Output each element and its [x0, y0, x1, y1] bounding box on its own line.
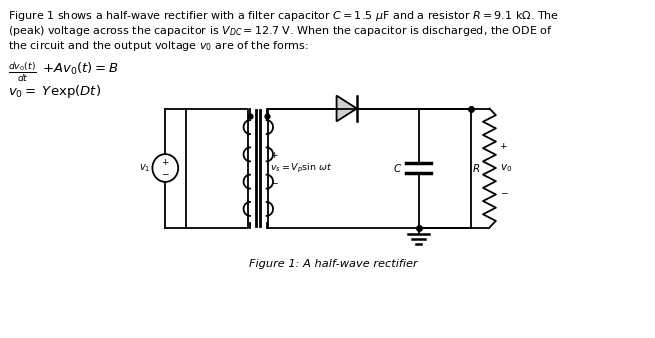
Text: $+ Av_0(t) = B$: $+ Av_0(t) = B$	[42, 61, 119, 77]
Text: Figure 1 shows a half-wave rectifier with a filter capacitor $C = 1.5~\mu$F and : Figure 1 shows a half-wave rectifier wit…	[8, 9, 559, 23]
Text: (peak) voltage across the capacitor is $V_{DC} = 12.7$ V. When the capacitor is : (peak) voltage across the capacitor is $…	[8, 24, 553, 38]
Text: +: +	[162, 158, 169, 167]
Text: Figure 1: A half-wave rectifier: Figure 1: A half-wave rectifier	[249, 259, 417, 269]
Text: $v_s = V_p\sin\,\omega t$: $v_s = V_p\sin\,\omega t$	[271, 162, 333, 174]
Text: the circuit and the output voltage $v_0$ are of the forms:: the circuit and the output voltage $v_0$…	[8, 39, 309, 53]
Text: $-$: $-$	[271, 177, 279, 186]
Text: $v_1$: $v_1$	[139, 162, 151, 174]
Text: $-$: $-$	[161, 168, 170, 177]
Text: +: +	[500, 142, 507, 151]
Text: $\frac{dv_0(t)}{dt}$: $\frac{dv_0(t)}{dt}$	[8, 61, 37, 84]
Text: $R$: $R$	[472, 162, 480, 174]
Text: $C$: $C$	[393, 162, 402, 174]
Polygon shape	[337, 96, 357, 121]
Text: +: +	[271, 151, 278, 160]
Text: $v_0 = \;Y\exp(Dt)$: $v_0 = \;Y\exp(Dt)$	[8, 83, 101, 100]
Text: $v_0$: $v_0$	[500, 162, 513, 174]
Text: $-$: $-$	[500, 187, 508, 196]
